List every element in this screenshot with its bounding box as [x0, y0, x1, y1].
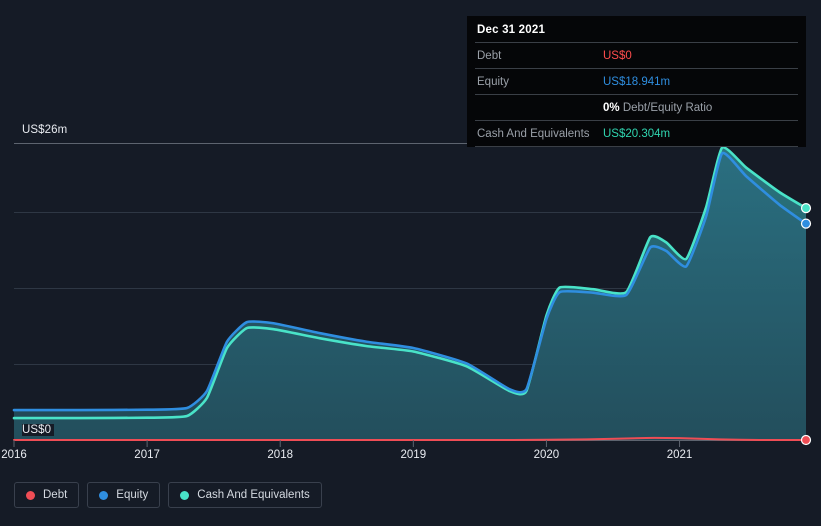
- tooltip-row-equity: Equity US$18.941m: [475, 68, 798, 94]
- x-axis-label-2017: 2017: [134, 449, 160, 461]
- x-axis-label-2016: 2016: [1, 449, 27, 461]
- legend-item-equity[interactable]: Equity: [87, 482, 161, 508]
- tooltip-ratio-caption: Debt/Equity Ratio: [622, 101, 713, 114]
- tooltip-label-cash: Cash And Equivalents: [477, 127, 590, 140]
- tooltip-value-debt: US$0: [603, 49, 632, 62]
- line-debt: [13, 436, 807, 442]
- tooltip-row-ratio: 0% Debt/Equity Ratio: [475, 94, 798, 120]
- chart-plot-area: [12, 143, 812, 447]
- endpoint-marker-cash-and-equivalents: [800, 203, 812, 214]
- legend-color-dot-icon: [180, 490, 190, 500]
- x-axis-label-2020: 2020: [533, 449, 560, 461]
- tooltip-label-equity: Equity: [477, 75, 509, 88]
- line-equity: [12, 151, 808, 412]
- legend-color-dot-icon: [99, 490, 109, 500]
- chart-legend: Debt Equity Cash And Equivalents: [14, 482, 322, 508]
- tooltip-row-cash: Cash And Equivalents US$20.304m: [475, 120, 798, 147]
- legend-label: Debt: [43, 489, 68, 501]
- x-axis-label-2021: 2021: [666, 449, 693, 461]
- legend-label: Equity: [116, 489, 149, 501]
- tooltip-ratio-number: 0%: [603, 101, 620, 114]
- series-endpoint-markers: [800, 203, 812, 446]
- y-axis-zero-label: US$0: [22, 424, 55, 436]
- endpoint-marker-debt: [800, 434, 812, 446]
- tooltip-value-equity: US$18.941m: [603, 75, 671, 88]
- endpoint-marker-equity: [800, 218, 812, 229]
- tooltip-value-ratio: 0% Debt/Equity Ratio: [603, 102, 712, 114]
- x-axis-label-2019: 2019: [400, 449, 427, 461]
- tooltip-date: Dec 31 2021: [477, 24, 546, 36]
- x-axis-ticks: [13, 440, 681, 447]
- legend-color-dot-icon: [26, 490, 35, 500]
- tooltip-label-debt: Debt: [477, 49, 502, 62]
- tooltip-row-debt: Debt US$0: [475, 42, 798, 68]
- x-axis-label-2018: 2018: [267, 449, 293, 461]
- tooltip-value-cash: US$20.304m: [603, 127, 671, 140]
- series-areas: [14, 147, 806, 440]
- legend-item-debt[interactable]: Debt: [14, 482, 80, 508]
- area-equity: [14, 152, 806, 440]
- y-axis-max-label: US$26m: [22, 124, 68, 136]
- legend-label: Cash And Equivalents: [197, 489, 310, 501]
- series-lines: [12, 146, 808, 442]
- financial-area-chart: [12, 143, 812, 447]
- line-cash-and-equivalents: [12, 146, 808, 420]
- legend-item-cash-and-equivalents[interactable]: Cash And Equivalents: [168, 482, 322, 508]
- data-tooltip: Dec 31 2021 Debt US$0 Equity US$18.941m …: [467, 16, 806, 147]
